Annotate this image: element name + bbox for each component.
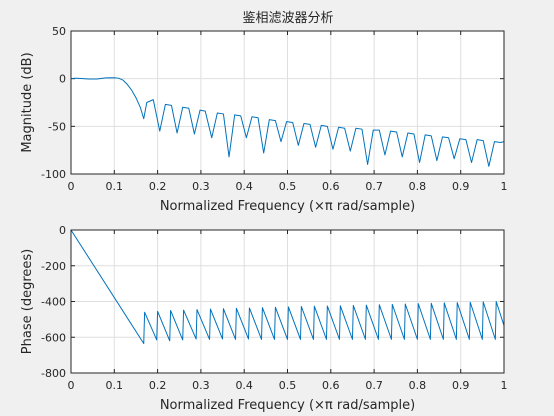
x-tick-label: 0.5	[279, 180, 297, 193]
x-tick-label: 0.8	[409, 180, 427, 193]
y-tick-label: -400	[41, 296, 66, 309]
figure-title: 鉴相滤波器分析	[242, 11, 333, 26]
y-axis-label: Magnitude (dB)	[20, 52, 35, 152]
phase-axes[interactable]: 0 0.1 0.2 0.3 0.4 0.5 0.6 0.7 0.8 0.9 1 -800 -600 -40…	[20, 224, 508, 413]
x-tick-label: 0	[68, 180, 75, 193]
x-tick-label: 0.1	[106, 379, 124, 392]
x-tick-label: 0.6	[322, 180, 340, 193]
x-tick-label: 0.6	[322, 379, 340, 392]
y-tick-label: -100	[41, 168, 66, 181]
x-tick-label: 0.4	[235, 379, 253, 392]
x-tick-label: 0.9	[452, 180, 470, 193]
axes-box	[70, 229, 505, 374]
series-line	[70, 77, 505, 167]
magnitude-axes[interactable]: 0 0.1 0.2 0.3 0.4 0.5 0.6 0.7 0.8 0.9 1 -100 -50 0 50 N…	[20, 25, 508, 214]
y-axis-label: Phase (degrees)	[20, 249, 35, 354]
axes-box	[70, 30, 505, 175]
y-tick-label: -800	[41, 367, 66, 380]
y-tick-label: 0	[59, 73, 66, 86]
y-tick-label: -50	[48, 120, 66, 133]
x-tick-label: 0.5	[279, 379, 297, 392]
x-tick-label: 0.9	[452, 379, 470, 392]
x-tick-label: 0.3	[192, 379, 210, 392]
x-axis-label: Normalized Frequency (×π rad/sample)	[160, 199, 415, 214]
x-tick-label: 0.7	[365, 379, 383, 392]
y-tick-label: 50	[52, 25, 66, 38]
x-tick-label: 0	[68, 379, 75, 392]
y-tick-label: 0	[59, 224, 66, 237]
x-tick-label: 0.4	[235, 180, 253, 193]
x-tick-label: 0.7	[365, 180, 383, 193]
x-tick-label: 0.1	[106, 180, 124, 193]
x-tick-label: 0.8	[409, 379, 427, 392]
x-tick-label: 0.2	[149, 379, 167, 392]
x-tick-label: 1	[501, 379, 508, 392]
x-tick-label: 0.3	[192, 180, 210, 193]
y-tick-label: -600	[41, 331, 66, 344]
x-tick-label: 0.2	[149, 180, 167, 193]
series-line	[70, 229, 505, 345]
x-axis-label: Normalized Frequency (×π rad/sample)	[160, 398, 415, 413]
x-tick-label: 1	[501, 180, 508, 193]
y-tick-label: -200	[41, 260, 66, 273]
